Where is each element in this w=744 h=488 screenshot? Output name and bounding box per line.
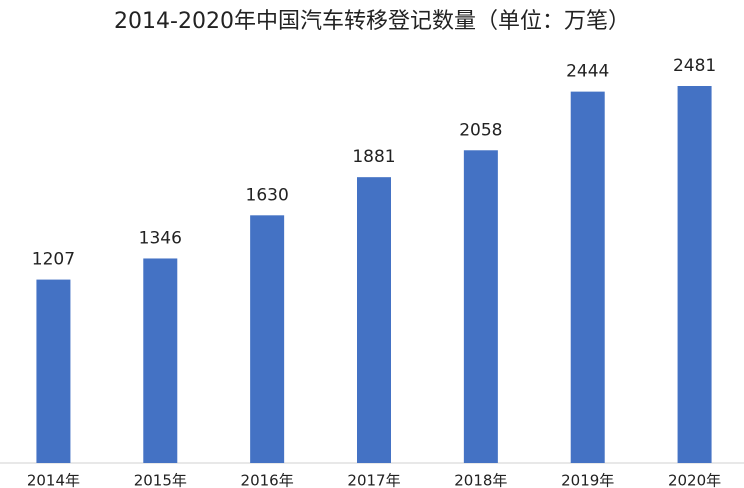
data-label: 2058: [459, 120, 502, 140]
data-label: 1630: [246, 185, 289, 205]
x-tick-label: 2018年: [454, 472, 507, 488]
bar: [677, 86, 712, 463]
bar: [570, 91, 605, 464]
data-label: 1346: [139, 228, 182, 248]
bar: [463, 150, 498, 463]
bar: [250, 215, 285, 463]
x-tick-label: 2017年: [347, 472, 400, 488]
x-tick-label: 2019年: [561, 472, 614, 488]
data-label: 1881: [352, 147, 395, 167]
data-label: 2444: [566, 62, 609, 82]
x-tick-label: 2020年: [668, 472, 721, 488]
bar: [357, 177, 391, 463]
bar: [143, 258, 178, 463]
x-tick-label: 2016年: [241, 472, 294, 488]
data-label: 1207: [32, 250, 75, 270]
data-label: 2481: [673, 56, 716, 76]
chart-title: 2014-2020年中国汽车转移登记数量（单位：万笔）: [114, 9, 630, 34]
x-tick-label: 2014年: [27, 472, 80, 488]
bar: [36, 279, 71, 463]
x-tick-label: 2015年: [134, 472, 187, 488]
